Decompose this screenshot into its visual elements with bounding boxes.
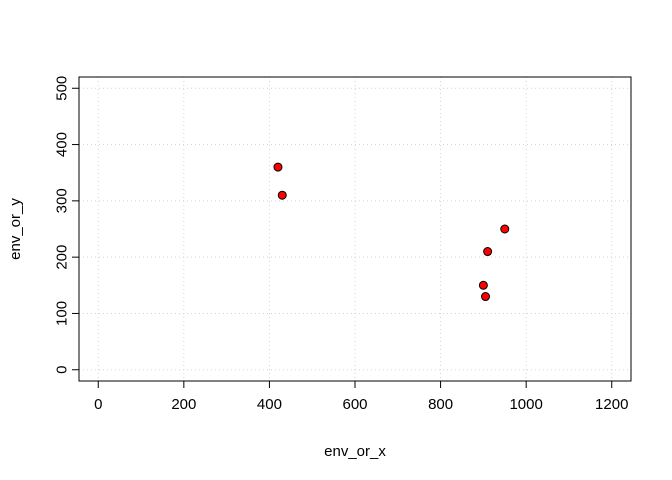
data-points	[273, 162, 510, 302]
y-axis: 0 100 200 300 400 500	[53, 76, 80, 374]
y-tick-label: 200	[53, 245, 70, 270]
data-point	[478, 280, 488, 290]
y-axis-title: env_or_y	[7, 198, 24, 260]
x-axis-title: env_or_x	[324, 443, 386, 460]
y-tick-label: 500	[53, 76, 70, 101]
y-tick-label: 400	[53, 132, 70, 157]
x-tick-label: 200	[171, 396, 196, 413]
data-point	[277, 190, 287, 200]
x-tick-label: 0	[94, 396, 102, 413]
x-tick-label: 400	[257, 396, 282, 413]
x-tick-label: 1200	[595, 396, 628, 413]
x-tick-label: 800	[428, 396, 453, 413]
x-axis: 0 200 400 600 800 1000 1200	[94, 380, 628, 413]
x-tick-label: 600	[342, 396, 367, 413]
data-point	[500, 224, 510, 234]
y-tick-label: 0	[53, 366, 70, 374]
data-point	[273, 162, 283, 172]
data-point	[481, 292, 491, 302]
y-tick-label: 100	[53, 301, 70, 326]
x-tick-label: 1000	[509, 396, 542, 413]
data-point	[483, 247, 493, 257]
y-tick-label: 300	[53, 188, 70, 213]
grid-lines	[79, 77, 631, 381]
